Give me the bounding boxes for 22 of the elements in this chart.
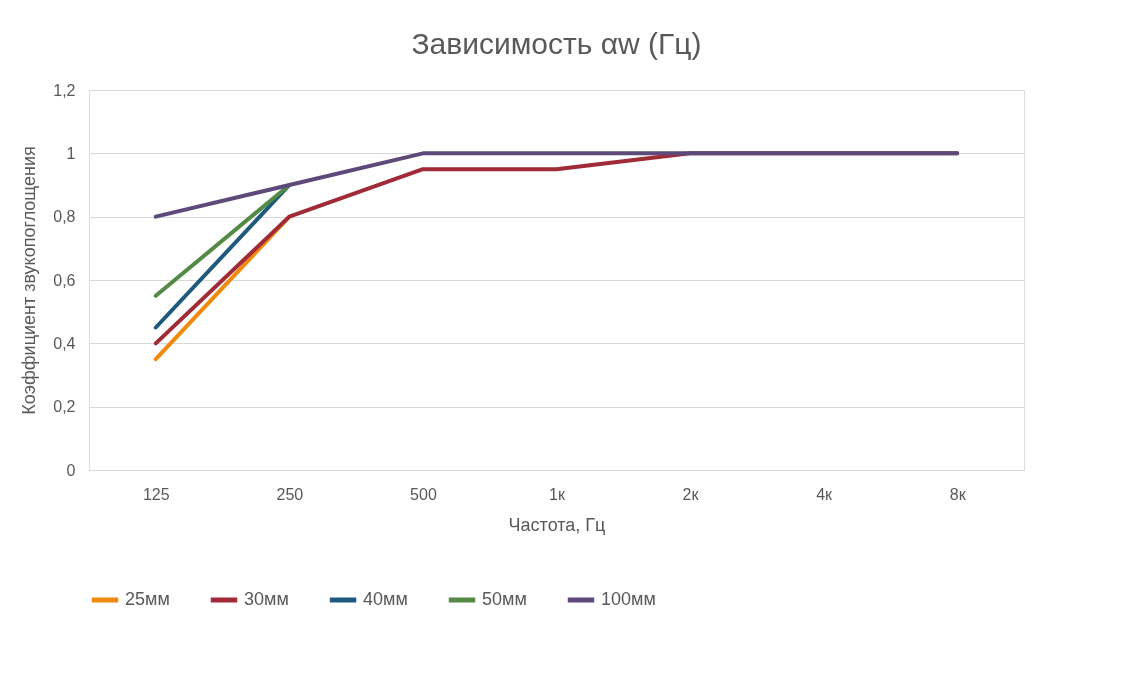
legend-label: 30мм — [244, 589, 289, 609]
y-axis-title: Коэффициент звукопоглощения — [19, 146, 40, 415]
y-tick-label: 1 — [66, 144, 76, 162]
x-tick-label: 8к — [949, 485, 967, 503]
y-tick-label: 0,6 — [53, 271, 76, 289]
y-tick-label: 0,8 — [53, 208, 76, 226]
legend-label: 25мм — [125, 589, 170, 609]
x-tick-label: 4к — [816, 485, 834, 503]
y-tick-label: 1,2 — [53, 81, 76, 99]
x-tick-label: 500 — [410, 485, 437, 503]
chart-title: Зависимость αw (Гц) — [411, 27, 702, 60]
x-tick-label: 125 — [142, 485, 170, 503]
y-tick-label: 0,2 — [53, 398, 76, 416]
x-tick-label: 2к — [682, 485, 700, 503]
legend-label: 40мм — [363, 589, 408, 609]
x-tick-label: 1к — [549, 485, 566, 503]
x-tick-label: 250 — [276, 485, 304, 503]
y-tick-label: 0 — [66, 461, 76, 479]
legend-label: 50мм — [482, 589, 527, 609]
legend-label: 100мм — [601, 589, 656, 609]
y-tick-label: 0,4 — [53, 334, 76, 352]
x-axis-title: Частота, Гц — [508, 514, 606, 535]
